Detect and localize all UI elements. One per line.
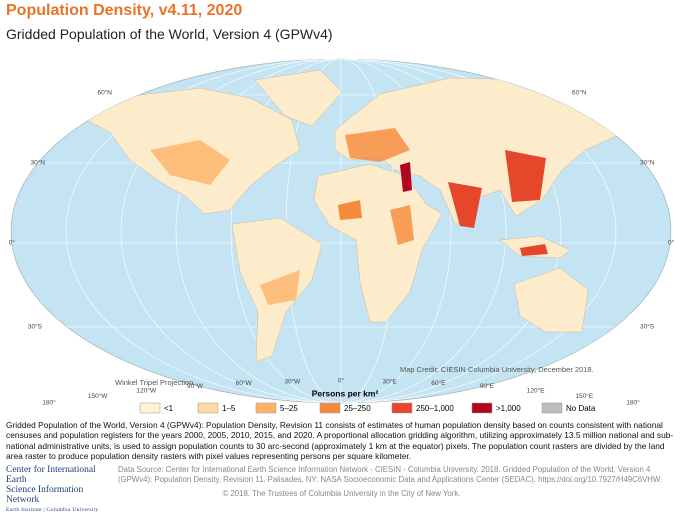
lon-label: 30°W (284, 377, 301, 385)
data-source: Data Source: Center for International Ea… (118, 465, 663, 484)
title: Population Density, v4.11, 2020 (6, 2, 243, 19)
logo-line: Center for International Earth (6, 465, 96, 485)
legend-swatch (139, 402, 161, 414)
lat-label: 30°S (640, 323, 655, 331)
lon-label: 60°E (431, 379, 446, 387)
legend-swatch (391, 402, 413, 414)
legend-label: No Data (566, 404, 596, 413)
lat-label: 60°N (97, 89, 112, 97)
legend-title: Persons per km² (312, 388, 379, 398)
legend-swatch (471, 402, 493, 414)
lat-label: 0° (668, 239, 675, 247)
logo-line: Earth Institute | Columbia University (6, 507, 99, 513)
projection-label: Winkel Tripel Projection (115, 378, 193, 387)
legend-swatch (319, 402, 341, 414)
legend-label: <1 (164, 404, 174, 413)
legend-label: 250–1,000 (416, 404, 454, 413)
copyright: © 2018. The Trustees of Columbia Univers… (222, 489, 461, 498)
lon-label: 60°W (236, 379, 253, 387)
legend-swatch (541, 402, 563, 414)
lat-label: 30°N (30, 159, 45, 167)
page: Population Density, v4.11, 2020 Gridded … (6, 2, 675, 513)
subtitle: Gridded Population of the World, Version… (6, 26, 333, 42)
lon-label: 0° (338, 377, 345, 385)
lon-label: 120°E (527, 386, 545, 394)
legend-label: 25–250 (344, 404, 371, 413)
lon-label: 180° (626, 399, 640, 407)
description: Gridded Population of the World, Version… (6, 420, 674, 462)
lon-label: 150°E (575, 392, 593, 400)
lat-label: 30°S (28, 323, 43, 331)
lat-label: 60°N (572, 89, 587, 97)
lon-label: 150°W (88, 392, 108, 400)
lon-label: 90°E (480, 382, 495, 390)
legend-label: 5–25 (280, 404, 298, 413)
legend-label: 1–5 (222, 404, 236, 413)
map: Winkel Tripel Projection Map Credit: CIE… (9, 58, 675, 414)
map-credit: Map Credit: CIESIN Columbia University, … (400, 365, 594, 374)
lat-label: 0° (9, 239, 16, 247)
legend-swatch (255, 402, 277, 414)
lon-label: 180° (42, 399, 56, 407)
lon-label: 120°W (137, 386, 157, 394)
legend-label: >1,000 (496, 404, 521, 413)
density-areas (150, 128, 548, 305)
legend-swatch (197, 402, 219, 414)
lon-label: 30°E (383, 377, 398, 385)
lat-label: 30°N (640, 159, 655, 167)
lon-label: 90°W (187, 382, 204, 390)
